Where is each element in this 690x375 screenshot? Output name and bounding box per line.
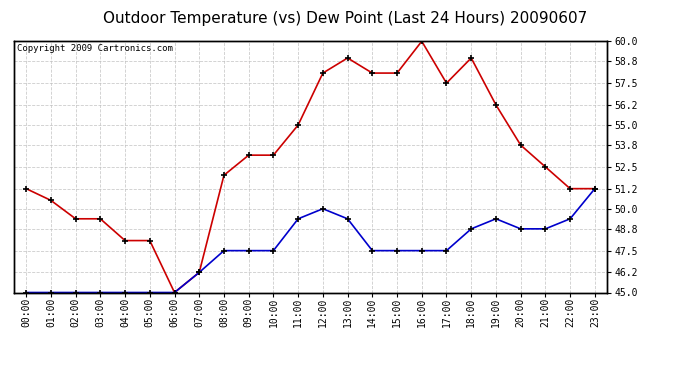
Text: Copyright 2009 Cartronics.com: Copyright 2009 Cartronics.com <box>17 44 172 53</box>
Text: Outdoor Temperature (vs) Dew Point (Last 24 Hours) 20090607: Outdoor Temperature (vs) Dew Point (Last… <box>103 11 587 26</box>
